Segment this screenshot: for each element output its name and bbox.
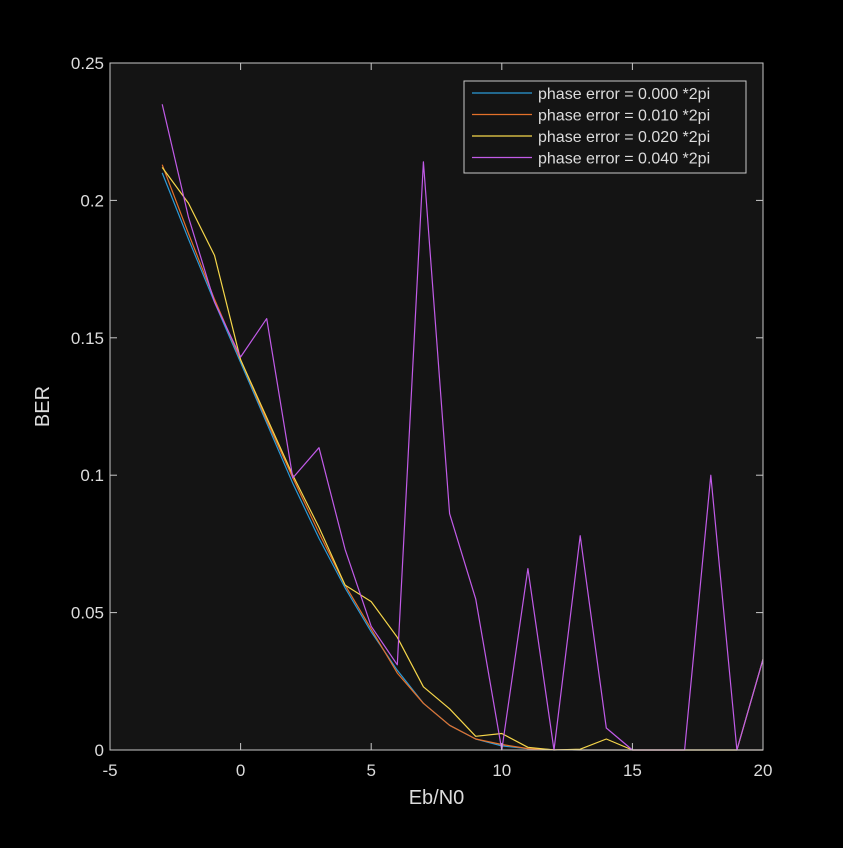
plot-area — [110, 63, 763, 750]
legend-label-2: phase error = 0.020 *2pi — [538, 129, 710, 146]
y-tick-label: 0.05 — [71, 604, 104, 623]
y-axis-label: BER — [32, 386, 54, 427]
x-tick-label: 20 — [754, 761, 773, 780]
x-tick-label: -5 — [102, 761, 117, 780]
y-tick-label: 0.15 — [71, 329, 104, 348]
x-tick-label: 10 — [492, 761, 511, 780]
y-tick-label: 0 — [95, 741, 104, 760]
y-tick-label: 0.2 — [80, 191, 104, 210]
legend: phase error = 0.000 *2pi phase error = 0.… — [463, 80, 747, 174]
x-tick-label: 15 — [623, 761, 642, 780]
axes-layer — [109, 62, 764, 751]
y-tick-label: 0.1 — [80, 466, 104, 485]
legend-label-0: phase error = 0.000 *2pi — [538, 86, 710, 103]
legend-label-1: phase error = 0.010 *2pi — [538, 108, 710, 125]
y-tick-label: 0.25 — [71, 54, 104, 73]
x-tick-label: 5 — [366, 761, 375, 780]
x-axis-label: Eb/N0 — [409, 787, 465, 809]
axes-box — [109, 62, 764, 751]
x-tick-label: 0 — [236, 761, 245, 780]
legend-label-3: phase error = 0.040 *2pi — [538, 151, 710, 168]
